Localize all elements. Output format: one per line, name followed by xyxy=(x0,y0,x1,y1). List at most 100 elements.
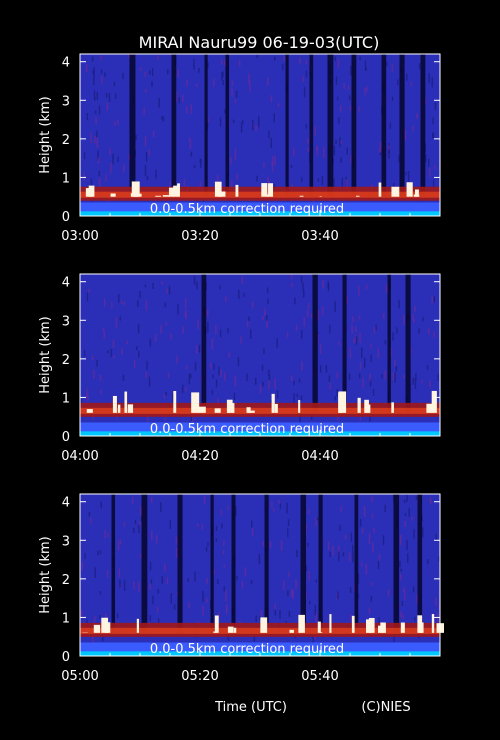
noise-speckle xyxy=(86,112,89,121)
noise-speckle xyxy=(362,378,364,388)
noise-speckle xyxy=(393,632,395,643)
noise-speckle xyxy=(352,316,354,323)
y-tick-label: 0 xyxy=(62,650,70,665)
noise-speckle xyxy=(127,54,130,58)
noise-speckle xyxy=(251,527,254,536)
y-tick-label: 2 xyxy=(62,133,70,148)
noise-speckle xyxy=(335,139,337,144)
noise-speckle xyxy=(161,116,163,120)
noise-speckle xyxy=(113,81,116,87)
noise-speckle xyxy=(296,549,298,558)
noise-speckle xyxy=(302,289,305,298)
noise-speckle xyxy=(106,570,109,578)
noise-speckle xyxy=(279,610,281,619)
noise-speckle xyxy=(382,312,385,319)
noise-speckle xyxy=(235,90,238,98)
cloud-top-echo xyxy=(93,624,101,633)
y-tick-label: 3 xyxy=(62,534,70,549)
noise-speckle xyxy=(177,304,179,315)
noise-speckle xyxy=(371,496,373,503)
noise-speckle xyxy=(406,539,408,551)
noise-speckle xyxy=(136,346,138,351)
noise-speckle xyxy=(428,72,431,84)
noise-speckle xyxy=(398,299,400,309)
noise-speckle xyxy=(110,162,112,174)
signal-gap-band xyxy=(312,274,318,413)
noise-speckle xyxy=(387,589,390,597)
noise-speckle xyxy=(370,354,372,362)
noise-speckle xyxy=(406,494,408,502)
noise-speckle xyxy=(333,178,335,188)
noise-speckle xyxy=(274,378,276,389)
noise-speckle xyxy=(205,546,208,552)
noise-speckle xyxy=(221,523,223,529)
noise-speckle xyxy=(433,331,435,338)
cloud-top-echo xyxy=(112,395,117,413)
noise-speckle xyxy=(303,86,306,98)
noise-speckle xyxy=(149,614,152,622)
noise-speckle xyxy=(243,292,245,297)
noise-speckle xyxy=(349,65,352,76)
noise-speckle xyxy=(365,284,368,290)
noise-speckle xyxy=(404,520,407,527)
noise-speckle xyxy=(274,609,277,616)
noise-speckle xyxy=(251,301,254,309)
noise-speckle xyxy=(429,168,431,177)
noise-speckle xyxy=(308,302,310,309)
noise-speckle xyxy=(305,124,308,129)
noise-speckle xyxy=(108,93,111,102)
cloud-top-echo xyxy=(155,195,162,197)
cloud-top-echo xyxy=(198,406,206,413)
noise-speckle xyxy=(432,179,435,189)
noise-speckle xyxy=(120,299,123,304)
noise-speckle xyxy=(220,59,223,65)
noise-speckle xyxy=(401,601,404,606)
noise-speckle xyxy=(213,569,215,575)
cloud-top-echo xyxy=(131,181,140,197)
noise-speckle xyxy=(176,356,178,364)
noise-speckle xyxy=(359,332,361,344)
noise-speckle xyxy=(359,362,362,370)
noise-speckle xyxy=(334,396,337,401)
signal-gap-band xyxy=(420,54,426,197)
noise-speckle xyxy=(157,55,159,60)
y-tick-label: 0 xyxy=(62,430,70,445)
noise-speckle xyxy=(271,162,274,172)
noise-speckle xyxy=(267,176,269,182)
noise-speckle xyxy=(166,577,169,584)
cloud-top-echo xyxy=(431,390,437,413)
noise-speckle xyxy=(224,109,226,114)
noise-speckle xyxy=(175,91,178,103)
cloud-top-echo xyxy=(319,632,323,633)
noise-speckle xyxy=(306,309,309,318)
noise-speckle xyxy=(199,158,202,164)
cloud-top-echo xyxy=(168,187,175,197)
signal-gap-band xyxy=(225,54,230,197)
signal-gap-band xyxy=(210,494,214,633)
noise-speckle xyxy=(198,68,200,73)
noise-speckle xyxy=(283,55,286,62)
noise-speckle xyxy=(240,336,242,344)
signal-gap-band xyxy=(111,494,116,633)
noise-speckle xyxy=(373,326,376,334)
noise-speckle xyxy=(351,325,353,334)
noise-speckle xyxy=(84,552,86,559)
noise-speckle xyxy=(382,535,385,546)
noise-speckle xyxy=(316,517,319,521)
noise-speckle xyxy=(145,151,148,162)
noise-speckle xyxy=(182,94,184,102)
noise-speckle xyxy=(123,301,126,306)
cloud-top-echo xyxy=(261,183,268,197)
noise-speckle xyxy=(123,580,126,591)
noise-speckle xyxy=(277,103,280,108)
noise-speckle xyxy=(133,359,136,368)
noise-speckle xyxy=(222,79,224,86)
noise-speckle xyxy=(241,120,244,125)
cloud-top-echo xyxy=(101,617,109,633)
noise-speckle xyxy=(266,319,268,329)
noise-speckle xyxy=(221,71,223,81)
noise-speckle xyxy=(287,519,290,527)
noise-speckle xyxy=(216,579,219,585)
noise-speckle xyxy=(241,581,244,589)
noise-speckle xyxy=(249,80,251,92)
